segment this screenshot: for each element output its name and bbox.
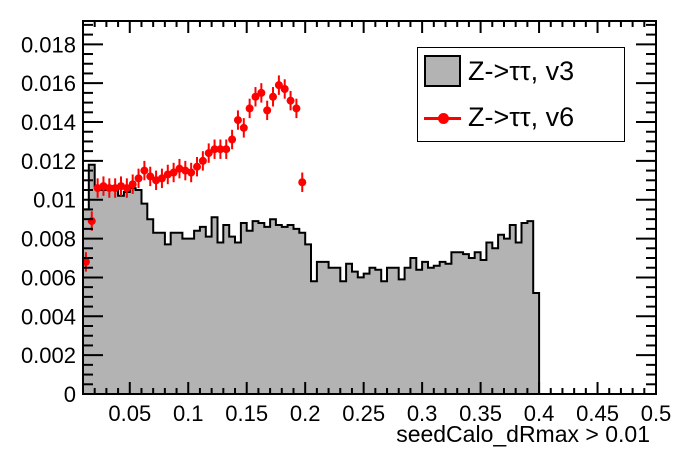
v6-data-point: [263, 106, 272, 115]
y-tick-label: 0.012: [21, 149, 76, 174]
y-tick-label: 0.004: [21, 304, 76, 329]
v6-data-point: [134, 174, 143, 183]
v6-data-point: [280, 84, 289, 93]
x-tick-label: 0.5: [641, 401, 672, 426]
v6-data-point: [222, 145, 231, 154]
v6-data-point: [122, 184, 131, 193]
x-axis-title: seedCalo_dRmax > 0.01: [396, 421, 650, 447]
legend-label-v6: Z->ττ, v6: [468, 102, 575, 133]
v6-data-point: [251, 92, 260, 101]
x-tick-label: 0.2: [290, 401, 321, 426]
x-tick-label: 0.1: [173, 401, 204, 426]
v6-data-point: [187, 168, 196, 177]
legend-entry-v6: Z->ττ, v6: [418, 95, 624, 141]
y-tick-label: 0.01: [33, 188, 76, 213]
v6-data-point: [292, 104, 301, 113]
x-tick-label: 0.15: [225, 401, 268, 426]
v6-data-point: [239, 123, 248, 132]
x-tick-label: 0.05: [108, 401, 151, 426]
v6-data-point: [216, 145, 225, 154]
v6-data-point: [245, 104, 254, 113]
v6-marker: [424, 102, 461, 134]
v6-data-point: [210, 145, 219, 154]
y-tick-label: 0.006: [21, 265, 76, 290]
v6-data-point: [198, 156, 207, 165]
x-tick-label: 0.4: [524, 401, 555, 426]
y-tick-label: 0: [64, 382, 76, 407]
v6-data-point: [274, 81, 283, 90]
v6-data-point: [233, 116, 242, 125]
v6-data-point: [204, 149, 213, 158]
plot-frame: [82, 20, 657, 395]
v6-data-point: [257, 88, 266, 97]
v3-fill-swatch: [424, 55, 461, 88]
legend: Z->ττ, v3 Z->ττ, v6: [417, 47, 625, 142]
y-tick-label: 0.014: [21, 110, 76, 135]
y-tick-label: 0.008: [21, 227, 76, 252]
v6-data-point: [128, 180, 137, 189]
v6-data-point: [228, 135, 237, 144]
v6-data-point: [140, 166, 149, 175]
x-tick-label: 0.35: [459, 401, 502, 426]
y-tick-label: 0.016: [21, 71, 76, 96]
v6-data-point: [269, 92, 278, 101]
v6-data-point: [157, 174, 166, 183]
v6-data-point: [193, 162, 202, 171]
x-tick-label: 0.25: [342, 401, 385, 426]
v6-data-point: [146, 172, 155, 181]
x-tick-label: 0.45: [576, 401, 619, 426]
y-tick-label: 0.002: [21, 343, 76, 368]
v6-data-point: [298, 178, 307, 187]
x-tick-label: 0.3: [407, 401, 438, 426]
v6-data-point: [105, 184, 114, 193]
legend-entry-v3: Z->ττ, v3: [418, 48, 624, 94]
v6-data-point: [169, 168, 178, 177]
y-tick-label: 0.018: [21, 32, 76, 57]
v6-marker-dot: [438, 112, 449, 124]
v6-data-point: [286, 96, 295, 105]
legend-label-v3: Z->ττ, v3: [468, 55, 575, 86]
v3-histogram-area: [82, 163, 541, 395]
